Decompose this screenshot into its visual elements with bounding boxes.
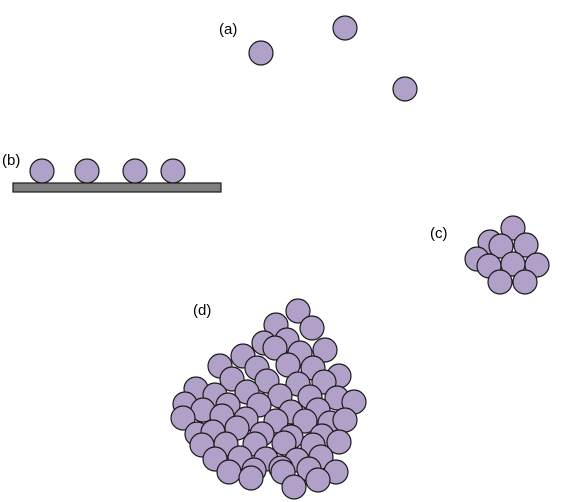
label-b: (b) xyxy=(2,152,20,169)
particle-a-3 xyxy=(392,76,418,102)
particle-b-4 xyxy=(160,158,186,184)
particle-c-10 xyxy=(512,269,538,295)
particle-d-7 xyxy=(262,335,288,361)
group-a-free-particles: (a) xyxy=(219,15,418,102)
particle-c-4 xyxy=(513,232,539,258)
particle-d-61 xyxy=(238,465,264,491)
particle-d-63 xyxy=(305,467,331,493)
particle-d-44 xyxy=(332,407,358,433)
particle-d-48 xyxy=(271,430,297,456)
particle-c-2 xyxy=(500,215,526,241)
particle-d-3 xyxy=(299,315,325,341)
particle-b-1 xyxy=(29,158,55,184)
particle-b-2 xyxy=(74,158,100,184)
particle-a-2 xyxy=(332,15,358,41)
particle-b-3 xyxy=(122,158,148,184)
particle-c-9 xyxy=(487,269,513,295)
group-c-small-cluster: (c) xyxy=(430,215,550,295)
particle-a-1 xyxy=(248,40,274,66)
particle-d-9 xyxy=(312,337,338,363)
group-b-substrate-particles: (b) xyxy=(2,152,222,193)
label-c: (c) xyxy=(430,225,448,242)
particle-d-32 xyxy=(170,405,196,431)
particle-d-1 xyxy=(285,298,311,324)
particle-d-50 xyxy=(326,429,352,455)
label-d: (d) xyxy=(193,302,211,319)
substrate-bar xyxy=(12,182,222,193)
particle-c-8 xyxy=(500,251,526,277)
particle-d-36 xyxy=(292,408,318,434)
particle-d-56 xyxy=(216,459,242,485)
group-d-large-aggregate: (d) xyxy=(170,298,367,500)
label-a: (a) xyxy=(219,21,237,38)
particle-c-3 xyxy=(488,233,514,259)
particle-d-64 xyxy=(281,474,307,500)
